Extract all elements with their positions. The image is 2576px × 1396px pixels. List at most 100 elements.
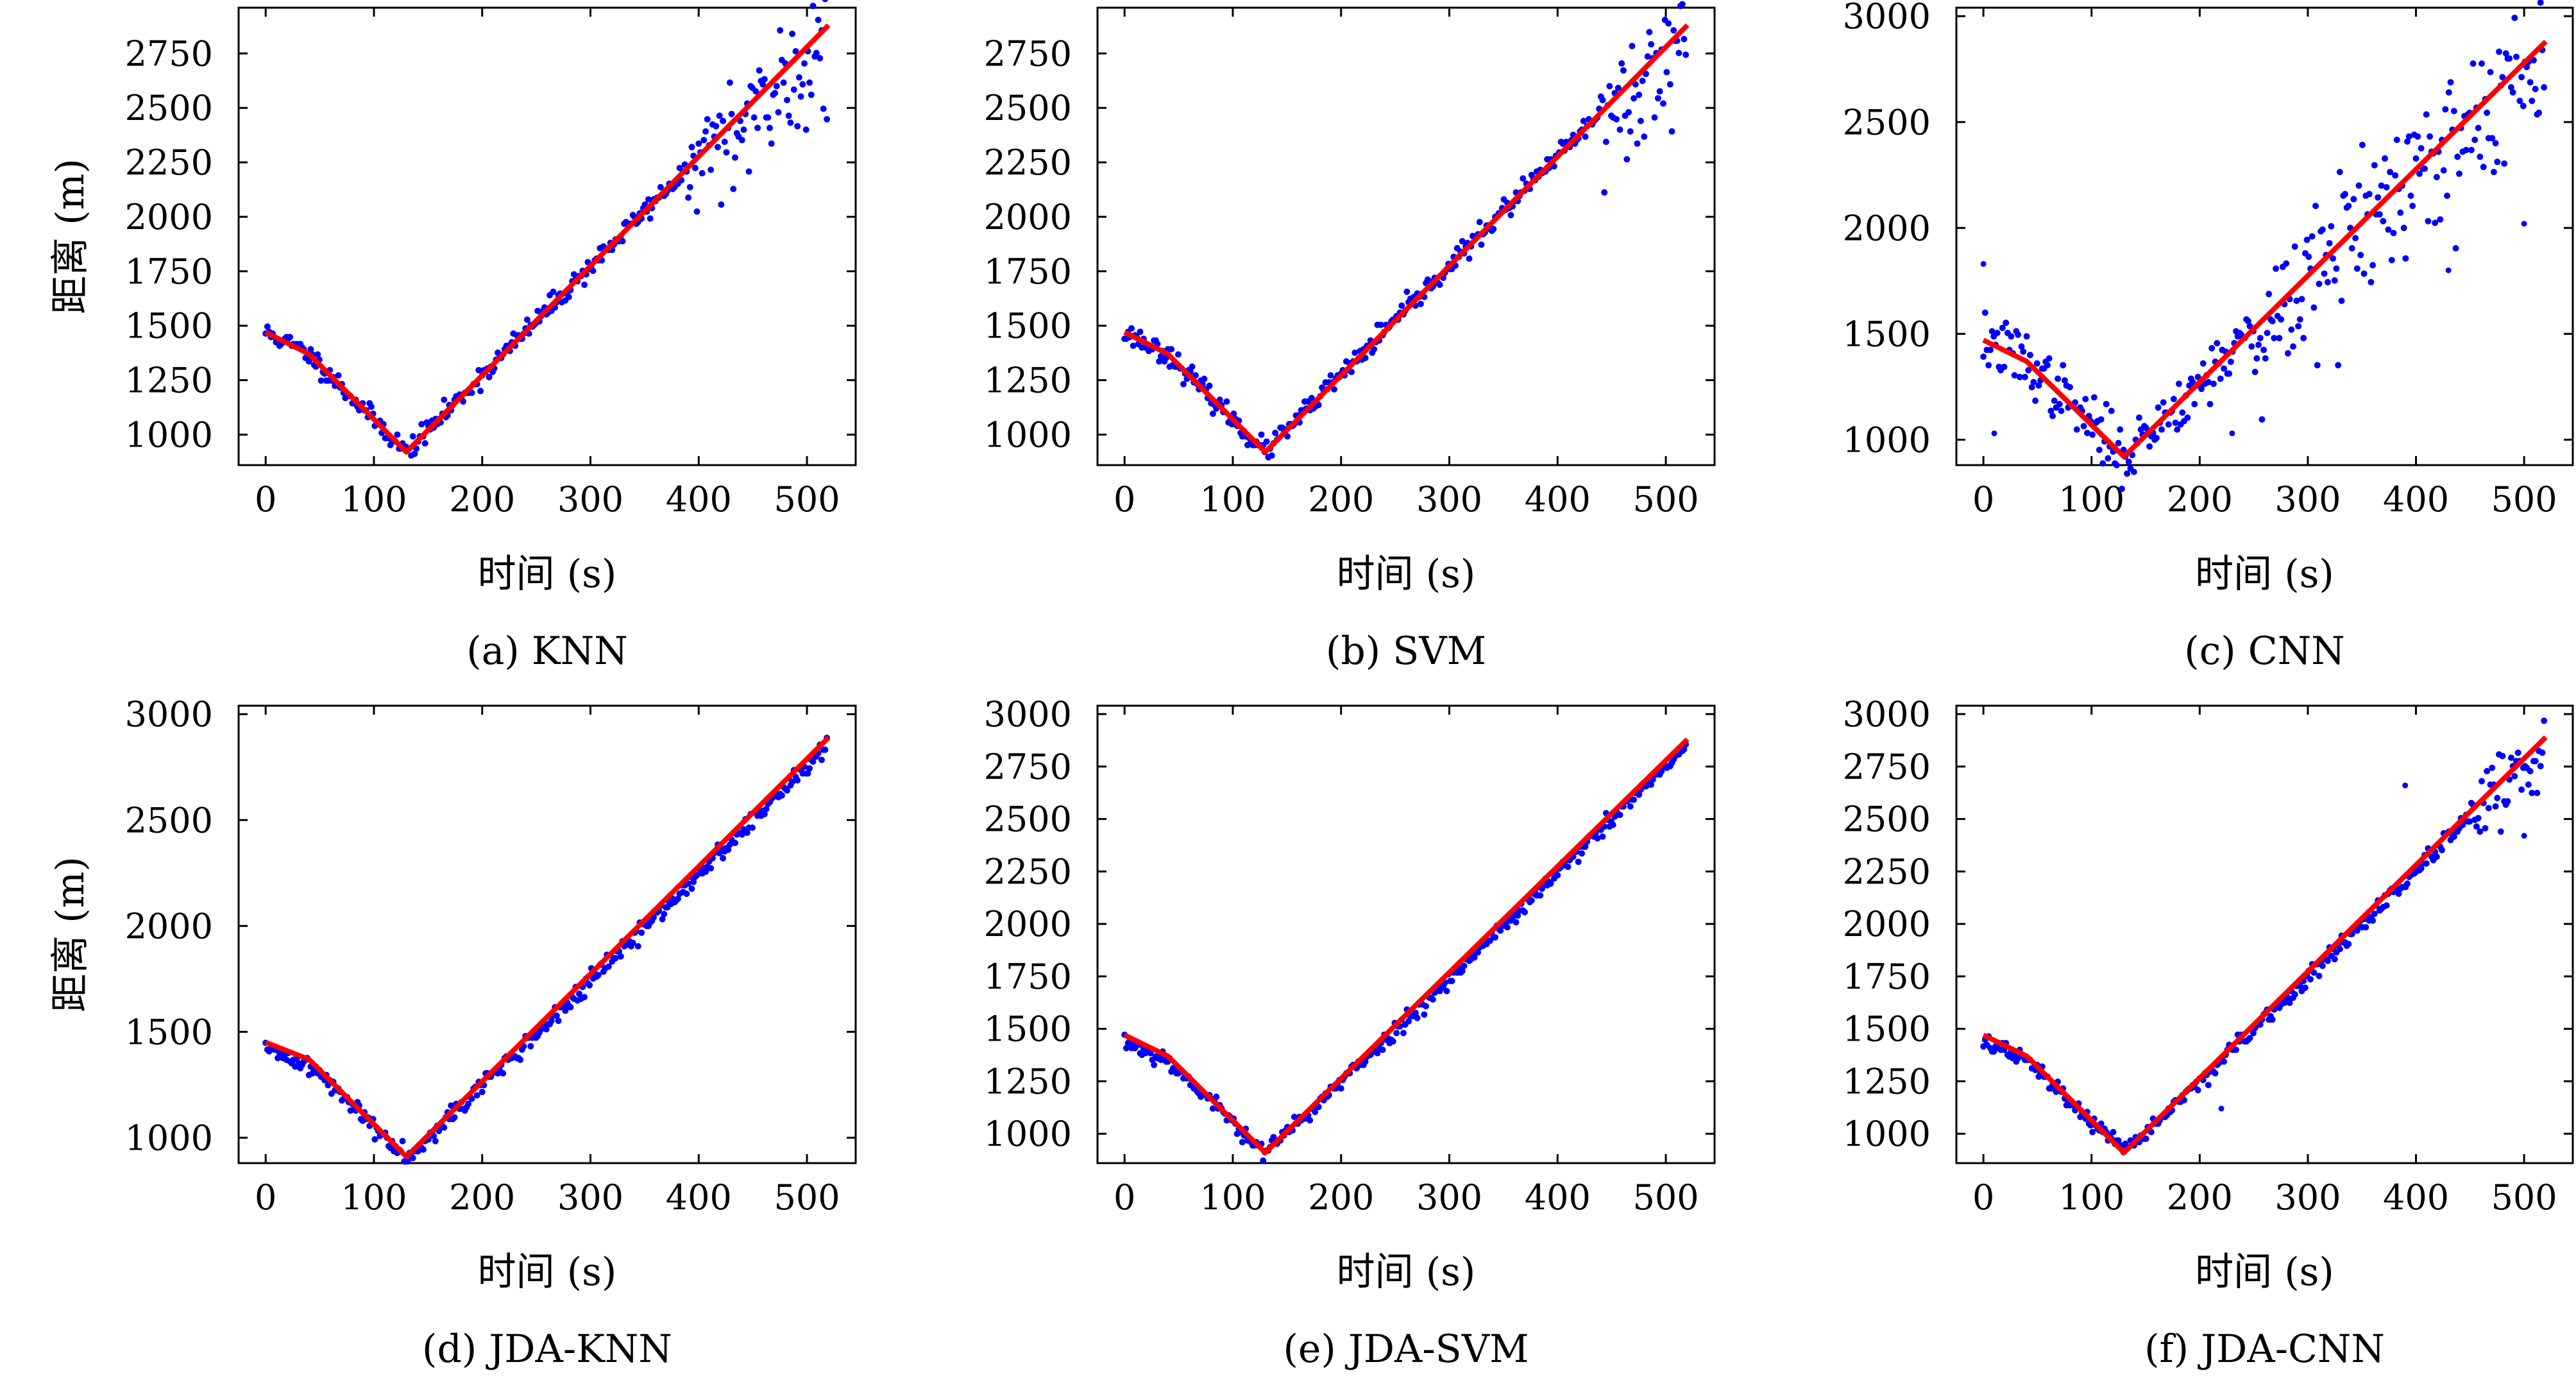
- y-ticks: 1000 1250 1500 1750 2000 2250 2500 2750 3000: [1843, 694, 2573, 1154]
- data-point: [2331, 277, 2338, 284]
- data-point: [2214, 339, 2221, 346]
- data-point: [2355, 182, 2362, 189]
- data-point: [773, 83, 780, 90]
- data-point: [2142, 1136, 2149, 1143]
- data-point: [721, 139, 728, 146]
- y-tick-label: 2500: [1843, 102, 1931, 142]
- data-point: [700, 137, 708, 144]
- data-point: [1631, 95, 1638, 102]
- data-point: [688, 144, 695, 151]
- data-point: [586, 982, 593, 989]
- outlier-point: [2218, 1105, 2224, 1112]
- outlier-point: [2229, 430, 2235, 436]
- y-tick-label: 3000: [1843, 694, 1931, 735]
- data-point: [2117, 426, 2124, 433]
- data-point: [2397, 209, 2404, 216]
- x-ticks: 0 100 200 300 400 500: [255, 706, 840, 1218]
- data-point: [2438, 847, 2445, 854]
- data-point: [2414, 133, 2421, 140]
- data-point: [371, 1136, 378, 1143]
- y-tick-label: 2000: [125, 906, 213, 946]
- data-point: [1665, 20, 1672, 27]
- data-point: [720, 117, 727, 124]
- data-point: [479, 1089, 486, 1096]
- data-point: [790, 86, 797, 93]
- x-axis-label: 时间 (s): [478, 552, 617, 597]
- data-point: [2125, 458, 2132, 465]
- data-point: [1618, 60, 1625, 67]
- data-point: [555, 1017, 562, 1025]
- data-point: [2060, 362, 2067, 369]
- data-point: [2266, 291, 2273, 298]
- data-point: [714, 144, 721, 151]
- data-point: [2392, 172, 2399, 179]
- y-tick-label: 2500: [125, 88, 213, 128]
- x-tick-label: 200: [449, 1177, 515, 1218]
- x-axis-label: 时间 (s): [2195, 1250, 2334, 1295]
- data-point: [2130, 468, 2137, 475]
- data-point: [740, 126, 747, 133]
- outlier-point: [1980, 260, 1987, 267]
- data-point: [1497, 927, 1504, 934]
- data-point: [2194, 373, 2201, 380]
- data-point: [2021, 373, 2028, 380]
- data-point: [2310, 304, 2318, 311]
- data-point: [2376, 211, 2383, 218]
- data-point: [1520, 175, 1527, 182]
- data-point: [783, 96, 790, 103]
- data-point: [1337, 1085, 1344, 1092]
- data-point: [419, 1146, 427, 1153]
- data-point: [817, 55, 824, 62]
- data-point: [686, 183, 693, 191]
- data-point: [718, 201, 725, 208]
- x-tick-label: 400: [666, 479, 732, 520]
- y-tick-label: 1500: [125, 306, 213, 346]
- data-point: [1602, 139, 1609, 146]
- data-point: [2506, 55, 2513, 62]
- data-point: [2499, 74, 2506, 81]
- data-point: [264, 323, 271, 330]
- data-point: [2412, 155, 2419, 162]
- y-tick-label: 1750: [1843, 957, 1931, 997]
- data-point: [2324, 957, 2331, 964]
- data-point: [2362, 924, 2369, 931]
- data-point: [2326, 240, 2333, 247]
- data-point: [581, 281, 588, 288]
- reference-line: [264, 735, 831, 1160]
- data-point: [2248, 343, 2255, 350]
- data-point: [1681, 35, 1688, 42]
- reference-line: [264, 23, 831, 455]
- data-point: [2427, 133, 2434, 140]
- x-tick-label: 200: [449, 479, 515, 520]
- data-point: [468, 1095, 475, 1102]
- data-point: [468, 389, 475, 396]
- data-point: [768, 140, 775, 147]
- y-tick-label: 2250: [1843, 851, 1931, 892]
- data-point: [451, 1114, 458, 1121]
- chart-svg: 0 100 200 300 400 500 1000 1250 1500 1750 2000 2250…: [984, 1, 1716, 674]
- data-point: [2477, 153, 2484, 160]
- data-point: [789, 30, 796, 37]
- y-tick-label: 2500: [984, 88, 1072, 128]
- y-tick-label: 2250: [984, 851, 1072, 892]
- data-point: [1999, 325, 2006, 332]
- x-tick-label: 0: [1114, 1177, 1135, 1218]
- data-point: [629, 939, 636, 946]
- data-point: [2494, 158, 2501, 166]
- data-point: [730, 185, 737, 192]
- data-point: [595, 971, 602, 978]
- y-tick-label: 1750: [984, 251, 1072, 292]
- data-point: [2300, 334, 2307, 341]
- data-point: [661, 910, 668, 917]
- data-point: [2450, 833, 2457, 840]
- x-tick-label: 100: [1199, 1177, 1266, 1218]
- data-point: [1651, 114, 1658, 121]
- data-point: [2511, 14, 2518, 21]
- data-point: [1634, 140, 1641, 147]
- data-point: [2455, 170, 2462, 177]
- data-point: [2527, 79, 2534, 86]
- data-point: [1272, 429, 1279, 436]
- data-point: [824, 115, 831, 123]
- data-point: [1223, 398, 1230, 405]
- data-point: [2479, 778, 2486, 785]
